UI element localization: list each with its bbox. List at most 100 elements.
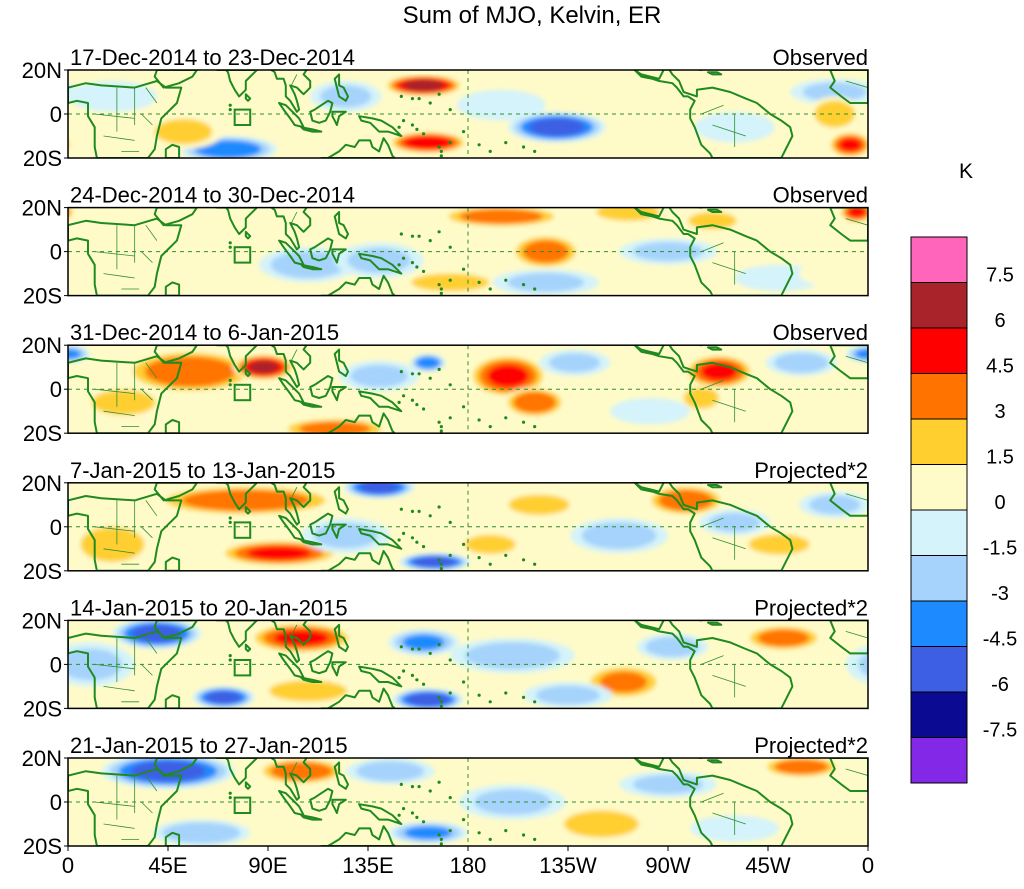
country-border [289, 624, 298, 639]
coastline [707, 208, 723, 213]
island [410, 123, 415, 127]
colorbar-swatch [910, 418, 968, 465]
island [488, 700, 492, 704]
island [410, 509, 415, 513]
anomaly-contour [464, 642, 560, 670]
island [488, 149, 492, 153]
island [439, 425, 443, 429]
anomaly-contour [979, 136, 1024, 162]
island [533, 700, 537, 704]
island [228, 796, 232, 800]
island [437, 695, 441, 700]
anomaly-contour [402, 135, 454, 150]
country-border [845, 493, 868, 501]
island [533, 837, 537, 842]
coastline [331, 248, 347, 264]
temperature-anomaly-field [68, 345, 868, 434]
anomaly-contour [596, 207, 660, 221]
coastline [707, 759, 723, 764]
island [437, 283, 441, 287]
map-panel: 24-Dec-2014 to 30-Dec-2014 Observed 20N 0 20… [22, 183, 869, 309]
coastline [829, 207, 868, 242]
island [415, 678, 419, 682]
coastline [244, 781, 252, 790]
anomaly-contour [68, 136, 73, 153]
island [437, 558, 441, 562]
coastline [358, 115, 403, 137]
country-border [701, 242, 724, 252]
coastline [68, 768, 183, 846]
colorbar-swatch [910, 327, 968, 374]
coastlines [68, 70, 868, 158]
anomaly-contour [154, 118, 213, 145]
island [410, 536, 415, 540]
island [410, 372, 415, 376]
panel-type-label: Projected*2 [754, 733, 868, 758]
anomaly-contour [413, 556, 457, 568]
coastlines [68, 758, 868, 846]
longitude-label: 135E [342, 853, 393, 878]
island [448, 520, 452, 525]
island [228, 108, 232, 112]
island [417, 234, 421, 238]
latitude-label: 0 [50, 790, 62, 815]
colorbar-swatch [910, 600, 968, 647]
temperature-anomaly-field [0, 482, 1024, 571]
island [397, 263, 401, 267]
island [415, 265, 419, 269]
island [228, 378, 232, 382]
panel-date-range: 21-Jan-2015 to 27-Jan-2015 [70, 733, 348, 758]
island [448, 658, 452, 662]
island [504, 829, 508, 833]
island [228, 103, 232, 107]
island [448, 141, 452, 145]
island [461, 818, 466, 822]
country-border [712, 537, 746, 550]
country-border [712, 262, 746, 274]
country-border [141, 526, 153, 539]
anomaly-contour [464, 534, 516, 554]
region-box [233, 383, 252, 402]
anomaly-contour [1017, 540, 1024, 566]
colorbar-swatch [910, 691, 968, 738]
coastline [333, 348, 349, 377]
temperature-anomaly-field [68, 758, 868, 846]
anomaly-contour [0, 531, 19, 557]
colorbar-label: 3 [994, 401, 1005, 423]
coastline [300, 401, 323, 408]
island [439, 837, 443, 842]
island [399, 370, 403, 374]
coastline [309, 787, 334, 812]
island [477, 693, 481, 697]
coastline [633, 758, 794, 846]
country-border [141, 388, 153, 401]
latitude-label: 20N [22, 608, 62, 633]
anomaly-contour [356, 761, 425, 782]
longitude-label: 135W [539, 853, 597, 878]
coastline [707, 346, 723, 351]
island [533, 425, 537, 429]
colorbar-label: 7.5 [986, 265, 1014, 287]
country-border [94, 664, 135, 670]
anomaly-contour [194, 140, 262, 158]
latitude-label: 0 [50, 377, 62, 402]
coastline [164, 281, 181, 296]
island [439, 291, 443, 295]
country-border [845, 218, 868, 226]
island [417, 372, 421, 376]
country-border [141, 113, 153, 126]
coastline [829, 758, 868, 792]
island [477, 280, 481, 284]
anomaly-contour [507, 272, 585, 292]
coastline [68, 355, 183, 434]
island [477, 556, 481, 560]
coastline [164, 419, 181, 434]
coastline [320, 687, 396, 709]
coastline [320, 137, 396, 158]
island [428, 376, 432, 380]
anomaly-contour [645, 636, 700, 657]
longitude-axis: 0 45E 90E 135E 180 135W 90W 45W 0 [62, 846, 874, 878]
anomaly-contour [944, 114, 1024, 149]
island [461, 680, 466, 684]
island [533, 562, 537, 566]
